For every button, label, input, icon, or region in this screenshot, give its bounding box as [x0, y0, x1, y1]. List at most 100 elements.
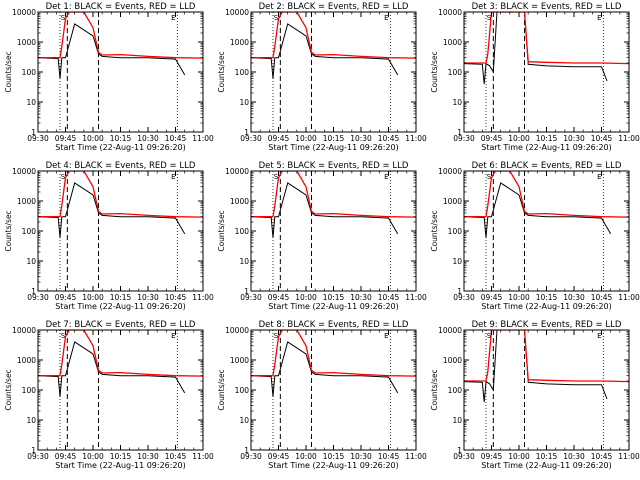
y-axis-label: Counts/sec: [217, 51, 226, 92]
series-line-red: [251, 171, 416, 218]
x-axis-label: Start Time (22-Aug-11 09:26:20): [55, 143, 186, 152]
marker-label-e: E: [171, 14, 175, 22]
marker-label-e: E: [384, 332, 388, 340]
x-tick-label: 10:45: [378, 134, 400, 143]
x-tick-label: 09:45: [55, 134, 77, 143]
x-tick-label: 10:30: [350, 134, 372, 143]
x-axis-label: Start Time (22-Aug-11 09:26:20): [55, 302, 186, 311]
y-tick-label: 1: [31, 446, 36, 455]
x-tick-label: 09:45: [268, 134, 290, 143]
plot-frame: [37, 170, 204, 292]
x-tick-label: 09:45: [481, 452, 503, 461]
plot-frame: [463, 329, 630, 451]
x-tick-label: 10:30: [563, 134, 585, 143]
marker-label-s: S: [487, 173, 492, 181]
x-tick-label: 11:00: [405, 452, 427, 461]
y-tick-label: 10000: [438, 8, 462, 17]
chart-panel: Det 7: BLACK = Events, RED = LLD S E 1 10 100…: [4, 320, 214, 470]
y-tick-label: 1000: [17, 38, 36, 47]
y-tick-label: 1000: [230, 356, 249, 365]
x-tick-label: 09:30: [453, 134, 475, 143]
y-axis-label: Counts/sec: [217, 210, 226, 251]
x-tick-label: 09:30: [27, 134, 49, 143]
chart-title: Det 9: BLACK = Events, RED = LLD: [472, 320, 622, 330]
y-tick-label: 1000: [17, 356, 36, 365]
plot-frame: [463, 11, 630, 133]
chart-title: Det 3: BLACK = Events, RED = LLD: [472, 2, 622, 12]
x-tick-label: 10:45: [165, 293, 187, 302]
marker-label-s: S: [61, 14, 66, 22]
series-line-red: [38, 171, 203, 218]
y-tick-label: 1: [457, 446, 462, 455]
x-tick-label: 09:45: [481, 293, 503, 302]
y-axis-label: Counts/sec: [4, 51, 13, 92]
series-line-black: [464, 182, 612, 238]
x-tick-label: 10:45: [591, 293, 613, 302]
y-axis-label: Counts/sec: [4, 210, 13, 251]
x-tick-label: 10:15: [323, 134, 345, 143]
y-tick-label: 100: [448, 68, 463, 77]
x-tick-label: 10:00: [82, 134, 104, 143]
y-tick-label: 1: [244, 446, 249, 455]
y-tick-label: 10: [452, 98, 462, 107]
x-tick-label: 11:00: [192, 452, 214, 461]
y-tick-label: 100: [448, 386, 463, 395]
plot-frame: [250, 329, 417, 451]
y-axis-label: Counts/sec: [430, 51, 439, 92]
y-tick-label: 1000: [17, 197, 36, 206]
x-tick-label: 10:45: [165, 134, 187, 143]
chart-panel: Det 8: BLACK = Events, RED = LLD S E 1 10 100…: [217, 320, 427, 470]
x-tick-label: 10:15: [110, 134, 132, 143]
x-tick-label: 10:00: [508, 293, 530, 302]
series-line-red: [464, 12, 629, 65]
marker-label-e: E: [597, 173, 601, 181]
y-axis-label: Counts/sec: [430, 210, 439, 251]
chart-panel: Det 2: BLACK = Events, RED = LLD S E 1 10 100…: [217, 2, 427, 152]
marker-label-s: S: [487, 332, 492, 340]
x-tick-label: 09:30: [453, 452, 475, 461]
y-tick-label: 100: [22, 386, 37, 395]
series-line-black: [464, 12, 608, 84]
y-tick-label: 10000: [225, 167, 249, 176]
chart-panel: Det 4: BLACK = Events, RED = LLD S E 1 10 100…: [4, 161, 214, 311]
plot-frame: [250, 170, 417, 292]
x-tick-label: 09:30: [453, 293, 475, 302]
chart-title: Det 1: BLACK = Events, RED = LLD: [46, 2, 196, 12]
y-tick-label: 10000: [438, 326, 462, 335]
y-tick-label: 100: [235, 386, 250, 395]
x-tick-label: 10:15: [536, 452, 558, 461]
x-tick-label: 09:30: [240, 134, 262, 143]
y-tick-label: 1000: [443, 38, 462, 47]
x-tick-label: 11:00: [618, 134, 640, 143]
chart-title: Det 2: BLACK = Events, RED = LLD: [259, 2, 409, 12]
chart-title: Det 4: BLACK = Events, RED = LLD: [46, 161, 196, 171]
x-tick-label: 09:45: [55, 452, 77, 461]
plot-frame: [250, 11, 417, 133]
y-tick-label: 100: [235, 68, 250, 77]
y-axis-label: Counts/sec: [4, 369, 13, 410]
series-line-red: [464, 330, 629, 383]
x-tick-label: 11:00: [192, 134, 214, 143]
x-tick-label: 10:45: [591, 452, 613, 461]
x-tick-label: 09:30: [27, 293, 49, 302]
y-tick-label: 1: [31, 287, 36, 296]
marker-label-e: E: [597, 332, 601, 340]
y-tick-label: 1: [244, 128, 249, 137]
y-tick-label: 1000: [443, 197, 462, 206]
chart-title: Det 5: BLACK = Events, RED = LLD: [259, 161, 409, 171]
series-line-black: [38, 23, 186, 79]
chart-title: Det 7: BLACK = Events, RED = LLD: [46, 320, 196, 330]
x-tick-label: 09:45: [268, 293, 290, 302]
x-tick-label: 11:00: [192, 293, 214, 302]
series-line-red: [251, 330, 416, 377]
marker-label-s: S: [487, 14, 492, 22]
y-tick-label: 100: [235, 227, 250, 236]
marker-label-s: S: [61, 173, 66, 181]
x-axis-label: Start Time (22-Aug-11 09:26:20): [55, 461, 186, 470]
y-tick-label: 1: [31, 128, 36, 137]
x-tick-label: 09:30: [240, 452, 262, 461]
chart-panel: Det 1: BLACK = Events, RED = LLD S E 1 10 100…: [4, 2, 214, 152]
plot-frame: [37, 329, 204, 451]
x-tick-label: 10:00: [508, 134, 530, 143]
x-tick-label: 11:00: [405, 134, 427, 143]
